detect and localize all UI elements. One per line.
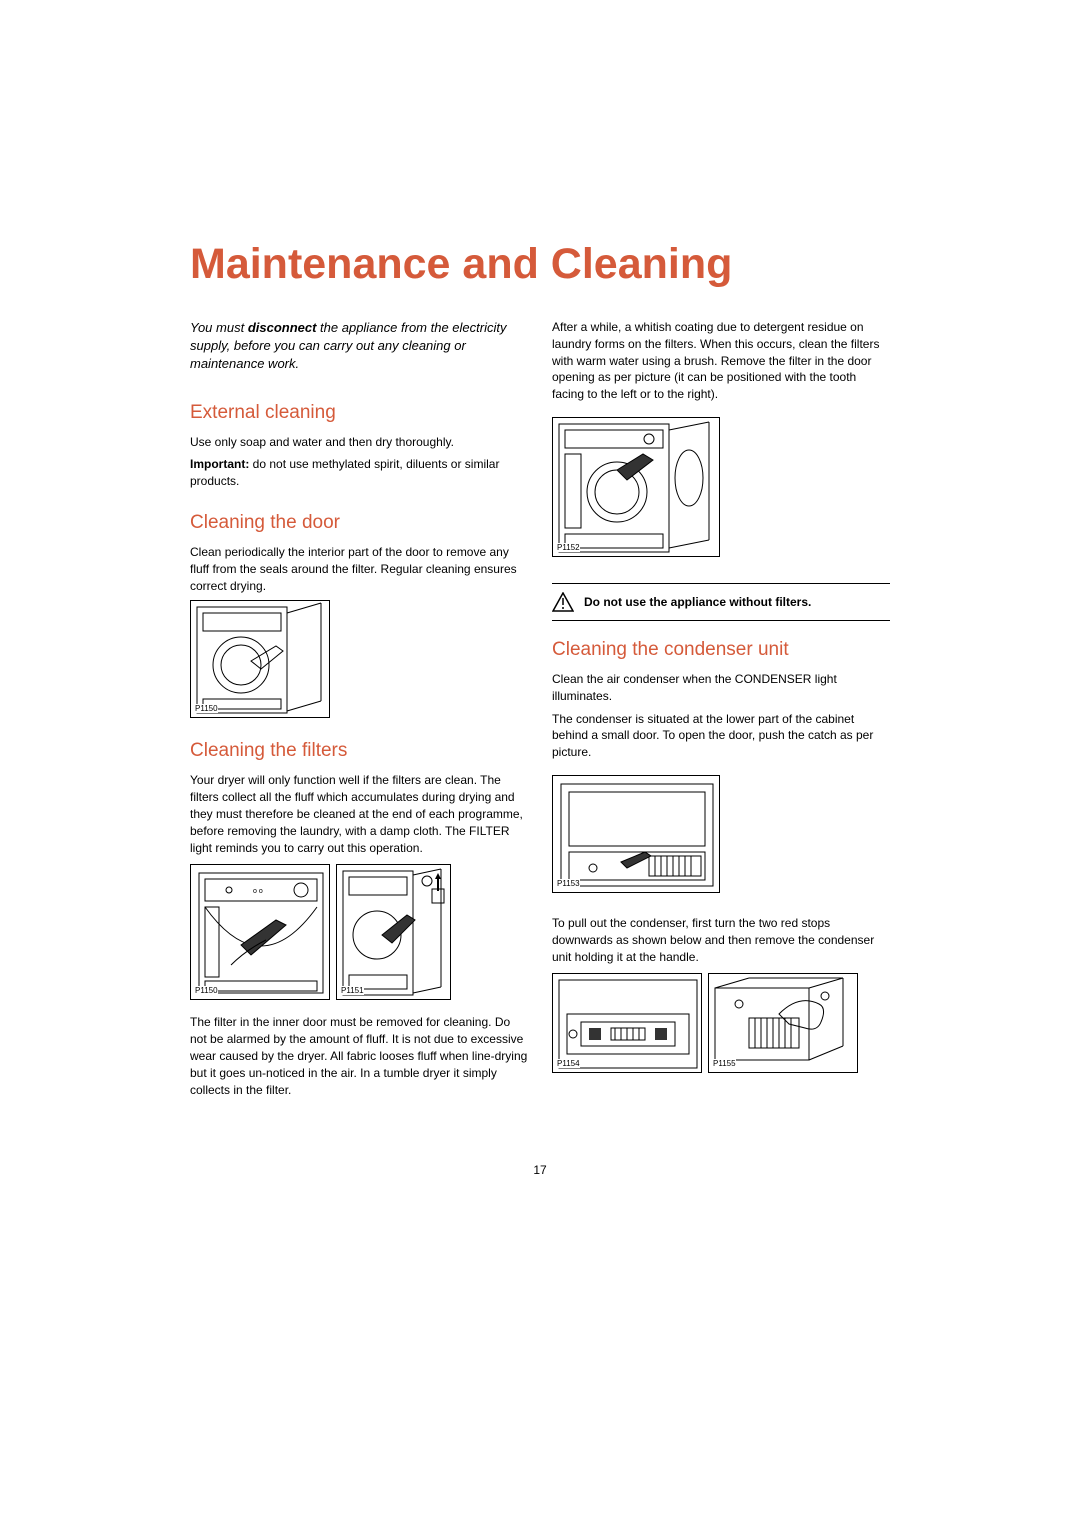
section-filters: Cleaning the filters Your dryer will onl…	[190, 740, 528, 1098]
figure-label: P1153	[557, 879, 580, 888]
filters-p2: The filter in the inner door must be rem…	[190, 1014, 528, 1098]
section-condenser: Cleaning the condenser unit Clean the ai…	[552, 639, 890, 1073]
heading-external: External cleaning	[190, 402, 528, 424]
figure-label: P1155	[713, 1059, 736, 1068]
warning-icon	[552, 592, 574, 612]
warning-text: Do not use the appliance without filters…	[584, 595, 811, 609]
right-top-p1: After a while, a whitish coating due to …	[552, 319, 890, 403]
condenser-p2: The condenser is situated at the lower p…	[552, 711, 890, 761]
condenser-p1: Clean the air condenser when the CONDENS…	[552, 671, 890, 705]
left-column: You must disconnect the appliance from t…	[190, 319, 528, 1120]
intro-text: You must disconnect the appliance from t…	[190, 319, 528, 374]
external-p2-bold: Important:	[190, 457, 249, 471]
external-p2: Important: do not use methylated spirit,…	[190, 456, 528, 490]
content-columns: You must disconnect the appliance from t…	[190, 319, 890, 1120]
door-p1: Clean periodically the interior part of …	[190, 544, 528, 594]
condenser-figures: P1154	[552, 973, 890, 1073]
section-door: Cleaning the door Clean periodically the…	[190, 512, 528, 718]
figure-remove-filter: P1152	[552, 417, 720, 557]
figure-label: P1151	[341, 986, 364, 995]
figure-condenser-stops: P1154	[552, 973, 702, 1073]
figure-label: P1154	[557, 1059, 580, 1068]
right-column: After a while, a whitish coating due to …	[552, 319, 890, 1120]
section-external: External cleaning Use only soap and wate…	[190, 402, 528, 490]
figure-filter-1: o o P1150	[190, 864, 330, 1000]
figure-label: P1152	[557, 543, 580, 552]
dryer-door-filter-icon	[337, 865, 452, 1001]
figure-label: P1150	[195, 704, 218, 713]
external-p1: Use only soap and water and then dry tho…	[190, 434, 528, 451]
page-number: 17	[533, 1163, 546, 1177]
warning-box: Do not use the appliance without filters…	[552, 583, 890, 621]
condenser-door-icon	[553, 776, 721, 894]
figure-filter-2: P1151	[336, 864, 451, 1000]
heading-condenser: Cleaning the condenser unit	[552, 639, 890, 661]
heading-filters: Cleaning the filters	[190, 740, 528, 762]
intro-pre: You must	[190, 320, 248, 335]
figure-condenser-remove: P1155	[708, 973, 858, 1073]
heading-door: Cleaning the door	[190, 512, 528, 534]
dryer-filter-remove-icon	[553, 418, 721, 558]
figure-condenser-door: P1153	[552, 775, 720, 893]
figure-label: P1150	[195, 986, 218, 995]
page-title: Maintenance and Cleaning	[190, 240, 890, 289]
filters-p1: Your dryer will only function well if th…	[190, 772, 528, 856]
dryer-front-icon: o o	[191, 865, 331, 1001]
intro-bold: disconnect	[248, 320, 317, 335]
svg-text:o o: o o	[253, 888, 263, 895]
dryer-open-icon	[191, 601, 331, 719]
figure-door: P1150	[190, 600, 330, 718]
condenser-p3: To pull out the condenser, first turn th…	[552, 915, 890, 965]
filters-figures: o o P1150	[190, 864, 528, 1000]
